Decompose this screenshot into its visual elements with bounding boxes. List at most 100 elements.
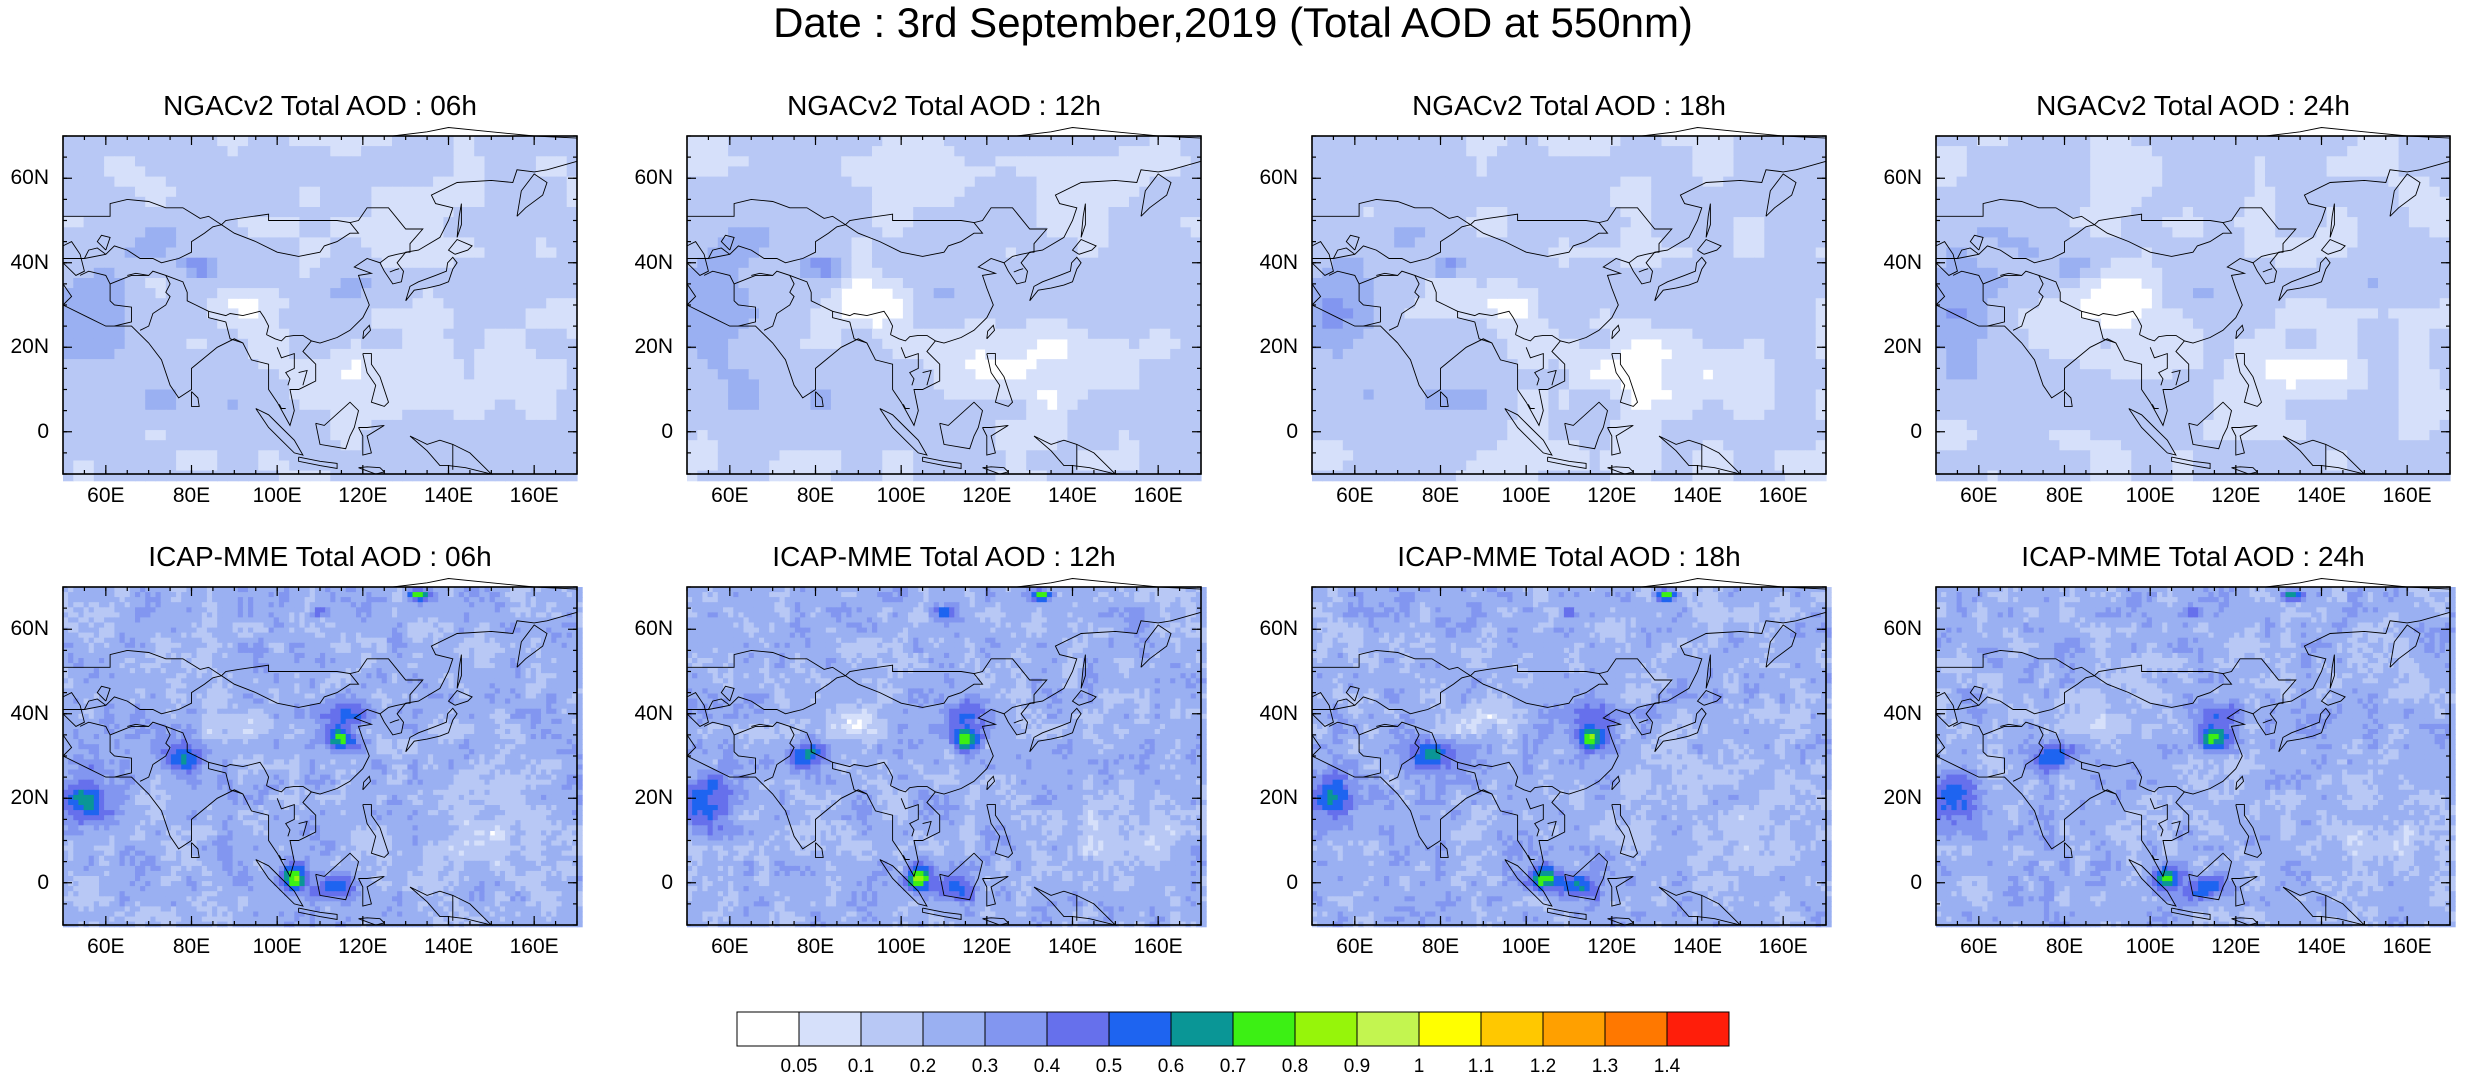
y-tick-label: 0	[1252, 871, 1298, 895]
y-tick-label: 20N	[1252, 335, 1298, 359]
x-tick-label: 80E	[162, 484, 222, 508]
x-tick-label: 80E	[786, 935, 846, 959]
panel-title: ICAP-MME Total AOD : 24h	[1876, 541, 2466, 573]
y-tick-label: 20N	[3, 786, 49, 810]
map-panel	[63, 587, 577, 925]
y-tick-label: 60N	[1876, 166, 1922, 190]
colorbar-label: 0.05	[774, 1056, 824, 1078]
colorbar-label: 0.6	[1146, 1056, 1196, 1078]
colorbar-label: 1.2	[1518, 1056, 1568, 1078]
x-tick-label: 140E	[2292, 484, 2352, 508]
x-tick-label: 120E	[957, 484, 1017, 508]
colorbar-box	[1047, 1012, 1109, 1046]
x-tick-label: 160E	[1753, 484, 1813, 508]
map-panel	[1936, 136, 2450, 474]
x-tick-label: 100E	[1496, 935, 1556, 959]
x-tick-label: 60E	[1325, 484, 1385, 508]
map-panel	[1312, 587, 1826, 925]
x-tick-label: 160E	[2377, 484, 2437, 508]
x-tick-label: 60E	[1949, 935, 2009, 959]
panel-title: NGACv2 Total AOD : 12h	[627, 90, 1261, 122]
colorbar-box	[1295, 1012, 1357, 1046]
x-tick-label: 140E	[419, 484, 479, 508]
page-title: Date : 3rd September,2019 (Total AOD at …	[0, 0, 2466, 46]
colorbar-label: 0.5	[1084, 1056, 1134, 1078]
x-tick-label: 60E	[76, 484, 136, 508]
aod-field	[687, 136, 1202, 481]
colorbar-box	[737, 1012, 799, 1046]
x-tick-label: 160E	[1128, 935, 1188, 959]
x-tick-label: 100E	[2120, 484, 2180, 508]
panel-title: NGACv2 Total AOD : 06h	[3, 90, 637, 122]
map-panel	[687, 587, 1201, 925]
x-tick-label: 140E	[1043, 935, 1103, 959]
y-tick-label: 60N	[3, 166, 49, 190]
y-tick-label: 20N	[1252, 786, 1298, 810]
y-tick-label: 20N	[1876, 335, 1922, 359]
map-panel	[63, 136, 577, 474]
colorbar-box	[1481, 1012, 1543, 1046]
x-tick-label: 100E	[1496, 484, 1556, 508]
y-tick-label: 0	[1876, 420, 1922, 444]
y-tick-label: 60N	[1252, 166, 1298, 190]
panel-title: NGACv2 Total AOD : 24h	[1876, 90, 2466, 122]
y-tick-label: 0	[1876, 871, 1922, 895]
colorbar-box	[923, 1012, 985, 1046]
colorbar-box	[1357, 1012, 1419, 1046]
colorbar-boxes	[737, 1012, 1729, 1046]
y-tick-label: 40N	[1252, 702, 1298, 726]
colorbar-box	[861, 1012, 923, 1046]
y-tick-label: 60N	[3, 617, 49, 641]
x-tick-label: 100E	[871, 484, 931, 508]
x-tick-label: 160E	[1128, 484, 1188, 508]
x-tick-label: 120E	[957, 935, 1017, 959]
x-tick-label: 100E	[247, 935, 307, 959]
x-tick-label: 140E	[1668, 935, 1728, 959]
x-tick-label: 80E	[1411, 484, 1471, 508]
y-tick-label: 0	[1252, 420, 1298, 444]
y-tick-label: 0	[3, 420, 49, 444]
colorbar-label: 1.4	[1642, 1056, 1692, 1078]
x-tick-label: 80E	[2035, 484, 2095, 508]
map-panel	[1312, 136, 1826, 474]
aod-field	[1312, 136, 1827, 481]
y-tick-label: 40N	[627, 251, 673, 275]
x-tick-label: 140E	[1043, 484, 1103, 508]
x-tick-label: 60E	[1949, 484, 2009, 508]
x-tick-label: 60E	[700, 935, 760, 959]
y-tick-label: 40N	[1252, 251, 1298, 275]
y-tick-label: 60N	[627, 617, 673, 641]
colorbar-box	[799, 1012, 861, 1046]
x-tick-label: 160E	[1753, 935, 1813, 959]
colorbar-label: 0.7	[1208, 1056, 1258, 1078]
panel-title: ICAP-MME Total AOD : 12h	[627, 541, 1261, 573]
y-tick-label: 60N	[627, 166, 673, 190]
colorbar-box	[1233, 1012, 1295, 1046]
colorbar-box	[1171, 1012, 1233, 1046]
y-tick-label: 0	[627, 420, 673, 444]
colorbar-label: 1.1	[1456, 1056, 1506, 1078]
x-tick-label: 80E	[1411, 935, 1471, 959]
x-tick-label: 160E	[504, 935, 564, 959]
colorbar-label: 1	[1394, 1056, 1444, 1078]
y-tick-label: 40N	[627, 702, 673, 726]
colorbar-box	[1605, 1012, 1667, 1046]
x-tick-label: 120E	[2206, 484, 2266, 508]
y-tick-label: 40N	[3, 251, 49, 275]
colorbar-label: 0.3	[960, 1056, 1010, 1078]
colorbar-label: 1.3	[1580, 1056, 1630, 1078]
y-tick-label: 20N	[627, 786, 673, 810]
y-tick-label: 60N	[1876, 617, 1922, 641]
colorbar-label: 0.4	[1022, 1056, 1072, 1078]
colorbar-box	[985, 1012, 1047, 1046]
panel-title: NGACv2 Total AOD : 18h	[1252, 90, 1886, 122]
aod-field	[63, 136, 578, 481]
x-tick-label: 80E	[162, 935, 222, 959]
colorbar-label: 0.8	[1270, 1056, 1320, 1078]
x-tick-label: 60E	[76, 935, 136, 959]
map-panel	[687, 136, 1201, 474]
y-tick-label: 40N	[1876, 702, 1922, 726]
x-tick-label: 120E	[1582, 935, 1642, 959]
x-tick-label: 140E	[419, 935, 479, 959]
